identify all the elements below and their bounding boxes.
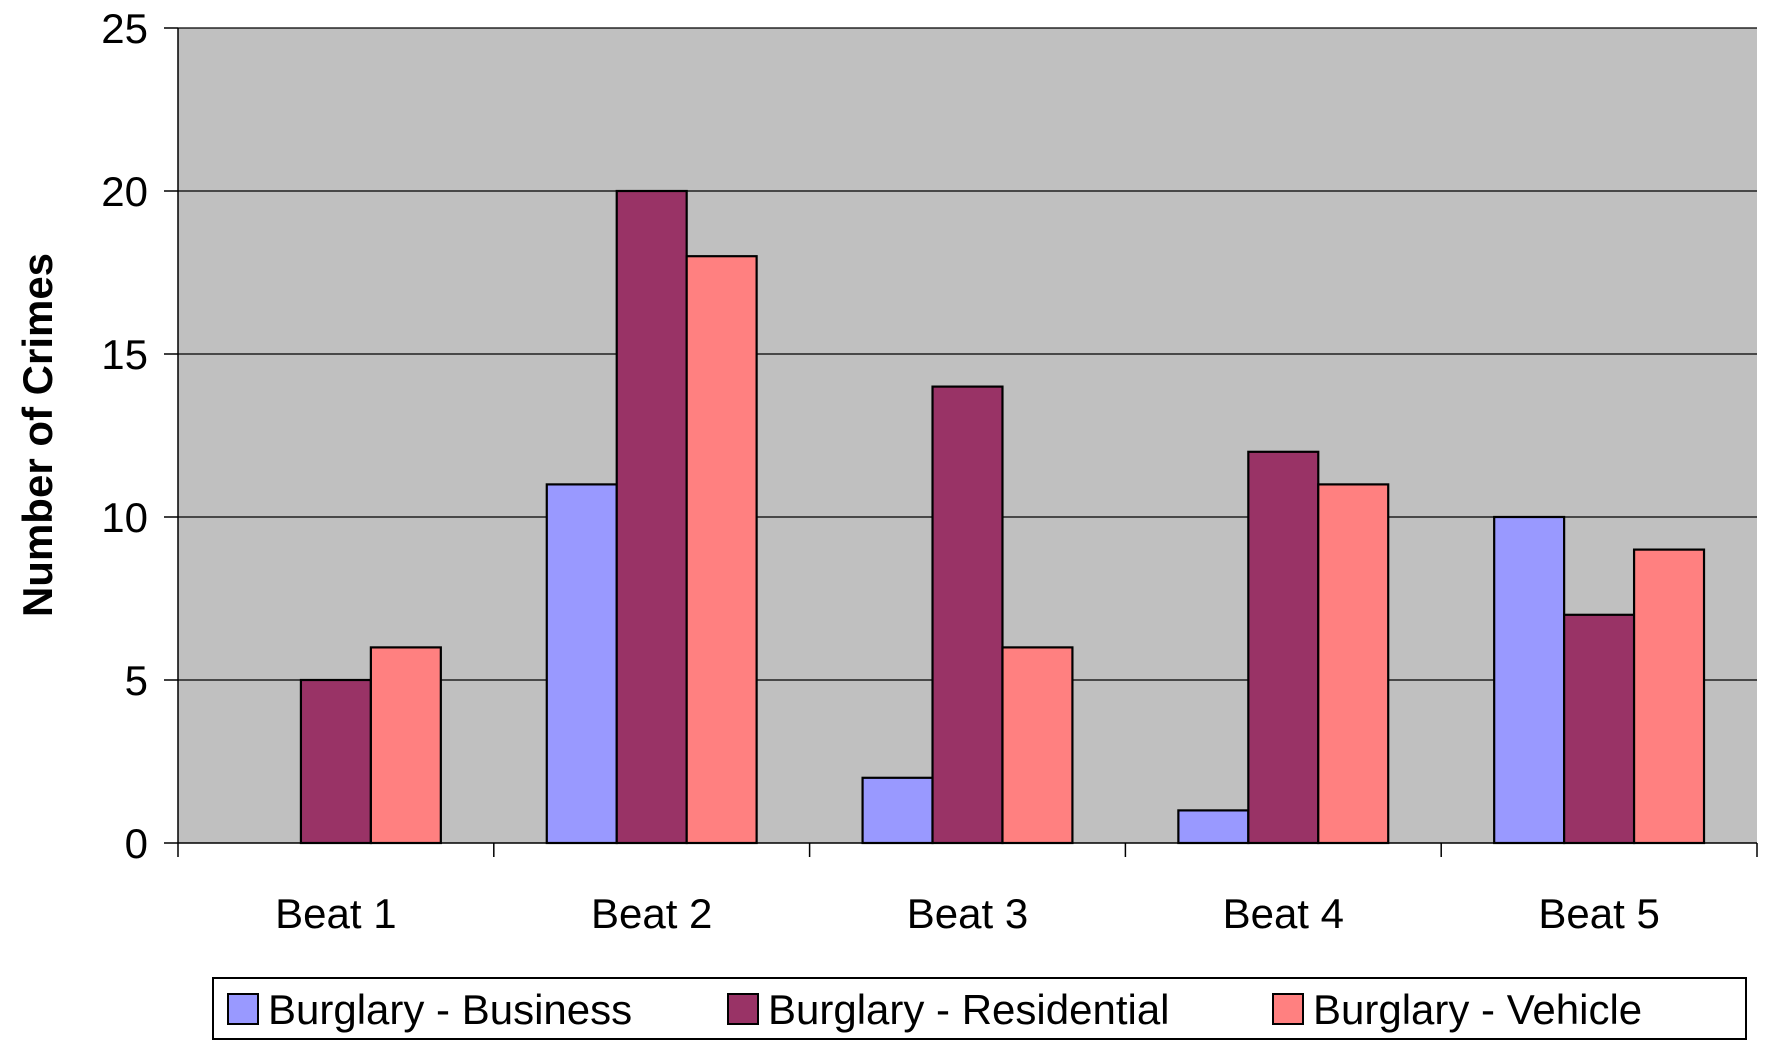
legend-swatch xyxy=(228,994,258,1024)
x-tick-label: Beat 3 xyxy=(907,890,1028,937)
y-tick-label: 10 xyxy=(101,494,148,541)
x-tick-label: Beat 4 xyxy=(1223,890,1344,937)
y-tick-label: 0 xyxy=(125,820,148,867)
bar xyxy=(933,387,1003,843)
legend-swatch xyxy=(728,994,758,1024)
y-tick-label: 20 xyxy=(101,168,148,215)
legend-label: Burglary - Vehicle xyxy=(1313,986,1642,1033)
bar xyxy=(1248,452,1318,843)
bar xyxy=(687,256,757,843)
y-tick-label: 5 xyxy=(125,657,148,704)
bar xyxy=(1318,484,1388,843)
y-axis: 0 5 10 15 20 25 xyxy=(101,5,178,867)
x-tick-label: Beat 1 xyxy=(275,890,396,937)
legend: Burglary - Business Burglary - Residentia… xyxy=(213,978,1746,1039)
legend-swatch xyxy=(1273,994,1303,1024)
bar xyxy=(301,680,371,843)
bar xyxy=(1564,615,1634,843)
legend-label: Burglary - Residential xyxy=(768,986,1170,1033)
x-axis: Beat 1 Beat 2 Beat 3 Beat 4 Beat 5 xyxy=(178,843,1757,937)
bar xyxy=(617,191,687,843)
bar xyxy=(1178,810,1248,843)
y-axis-label: Number of Crimes xyxy=(14,253,61,617)
x-tick-label: Beat 5 xyxy=(1538,890,1659,937)
bar xyxy=(1634,550,1704,843)
legend-label: Burglary - Business xyxy=(268,986,632,1033)
bar xyxy=(1002,647,1072,843)
x-tick-label: Beat 2 xyxy=(591,890,712,937)
y-tick-label: 15 xyxy=(101,331,148,378)
y-tick-label: 25 xyxy=(101,5,148,52)
bar xyxy=(547,484,617,843)
bar xyxy=(863,778,933,843)
bar xyxy=(371,647,441,843)
bar xyxy=(1494,517,1564,843)
